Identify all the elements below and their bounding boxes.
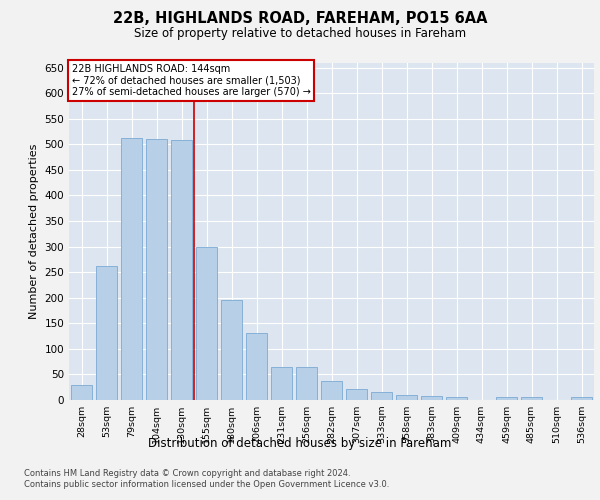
- Bar: [246, 333, 267, 400]
- Y-axis label: Number of detached properties: Number of detached properties: [29, 144, 39, 319]
- Text: Distribution of detached houses by size in Fareham: Distribution of detached houses by size …: [148, 438, 452, 450]
- Bar: [496, 398, 517, 400]
- Bar: [196, 246, 217, 400]
- Bar: [371, 392, 392, 400]
- Bar: [346, 389, 367, 400]
- Bar: [121, 138, 142, 400]
- Bar: [71, 384, 92, 400]
- Text: 22B HIGHLANDS ROAD: 144sqm
← 72% of detached houses are smaller (1,503)
27% of s: 22B HIGHLANDS ROAD: 144sqm ← 72% of deta…: [71, 64, 311, 98]
- Bar: [221, 300, 242, 400]
- Text: Size of property relative to detached houses in Fareham: Size of property relative to detached ho…: [134, 28, 466, 40]
- Bar: [271, 367, 292, 400]
- Text: 22B, HIGHLANDS ROAD, FAREHAM, PO15 6AA: 22B, HIGHLANDS ROAD, FAREHAM, PO15 6AA: [113, 11, 487, 26]
- Bar: [396, 395, 417, 400]
- Bar: [296, 367, 317, 400]
- Bar: [571, 398, 592, 400]
- Bar: [421, 396, 442, 400]
- Bar: [446, 398, 467, 400]
- Bar: [521, 398, 542, 400]
- Text: Contains public sector information licensed under the Open Government Licence v3: Contains public sector information licen…: [24, 480, 389, 489]
- Text: Contains HM Land Registry data © Crown copyright and database right 2024.: Contains HM Land Registry data © Crown c…: [24, 469, 350, 478]
- Bar: [321, 381, 342, 400]
- Bar: [146, 138, 167, 400]
- Bar: [96, 266, 117, 400]
- Bar: [171, 140, 192, 400]
